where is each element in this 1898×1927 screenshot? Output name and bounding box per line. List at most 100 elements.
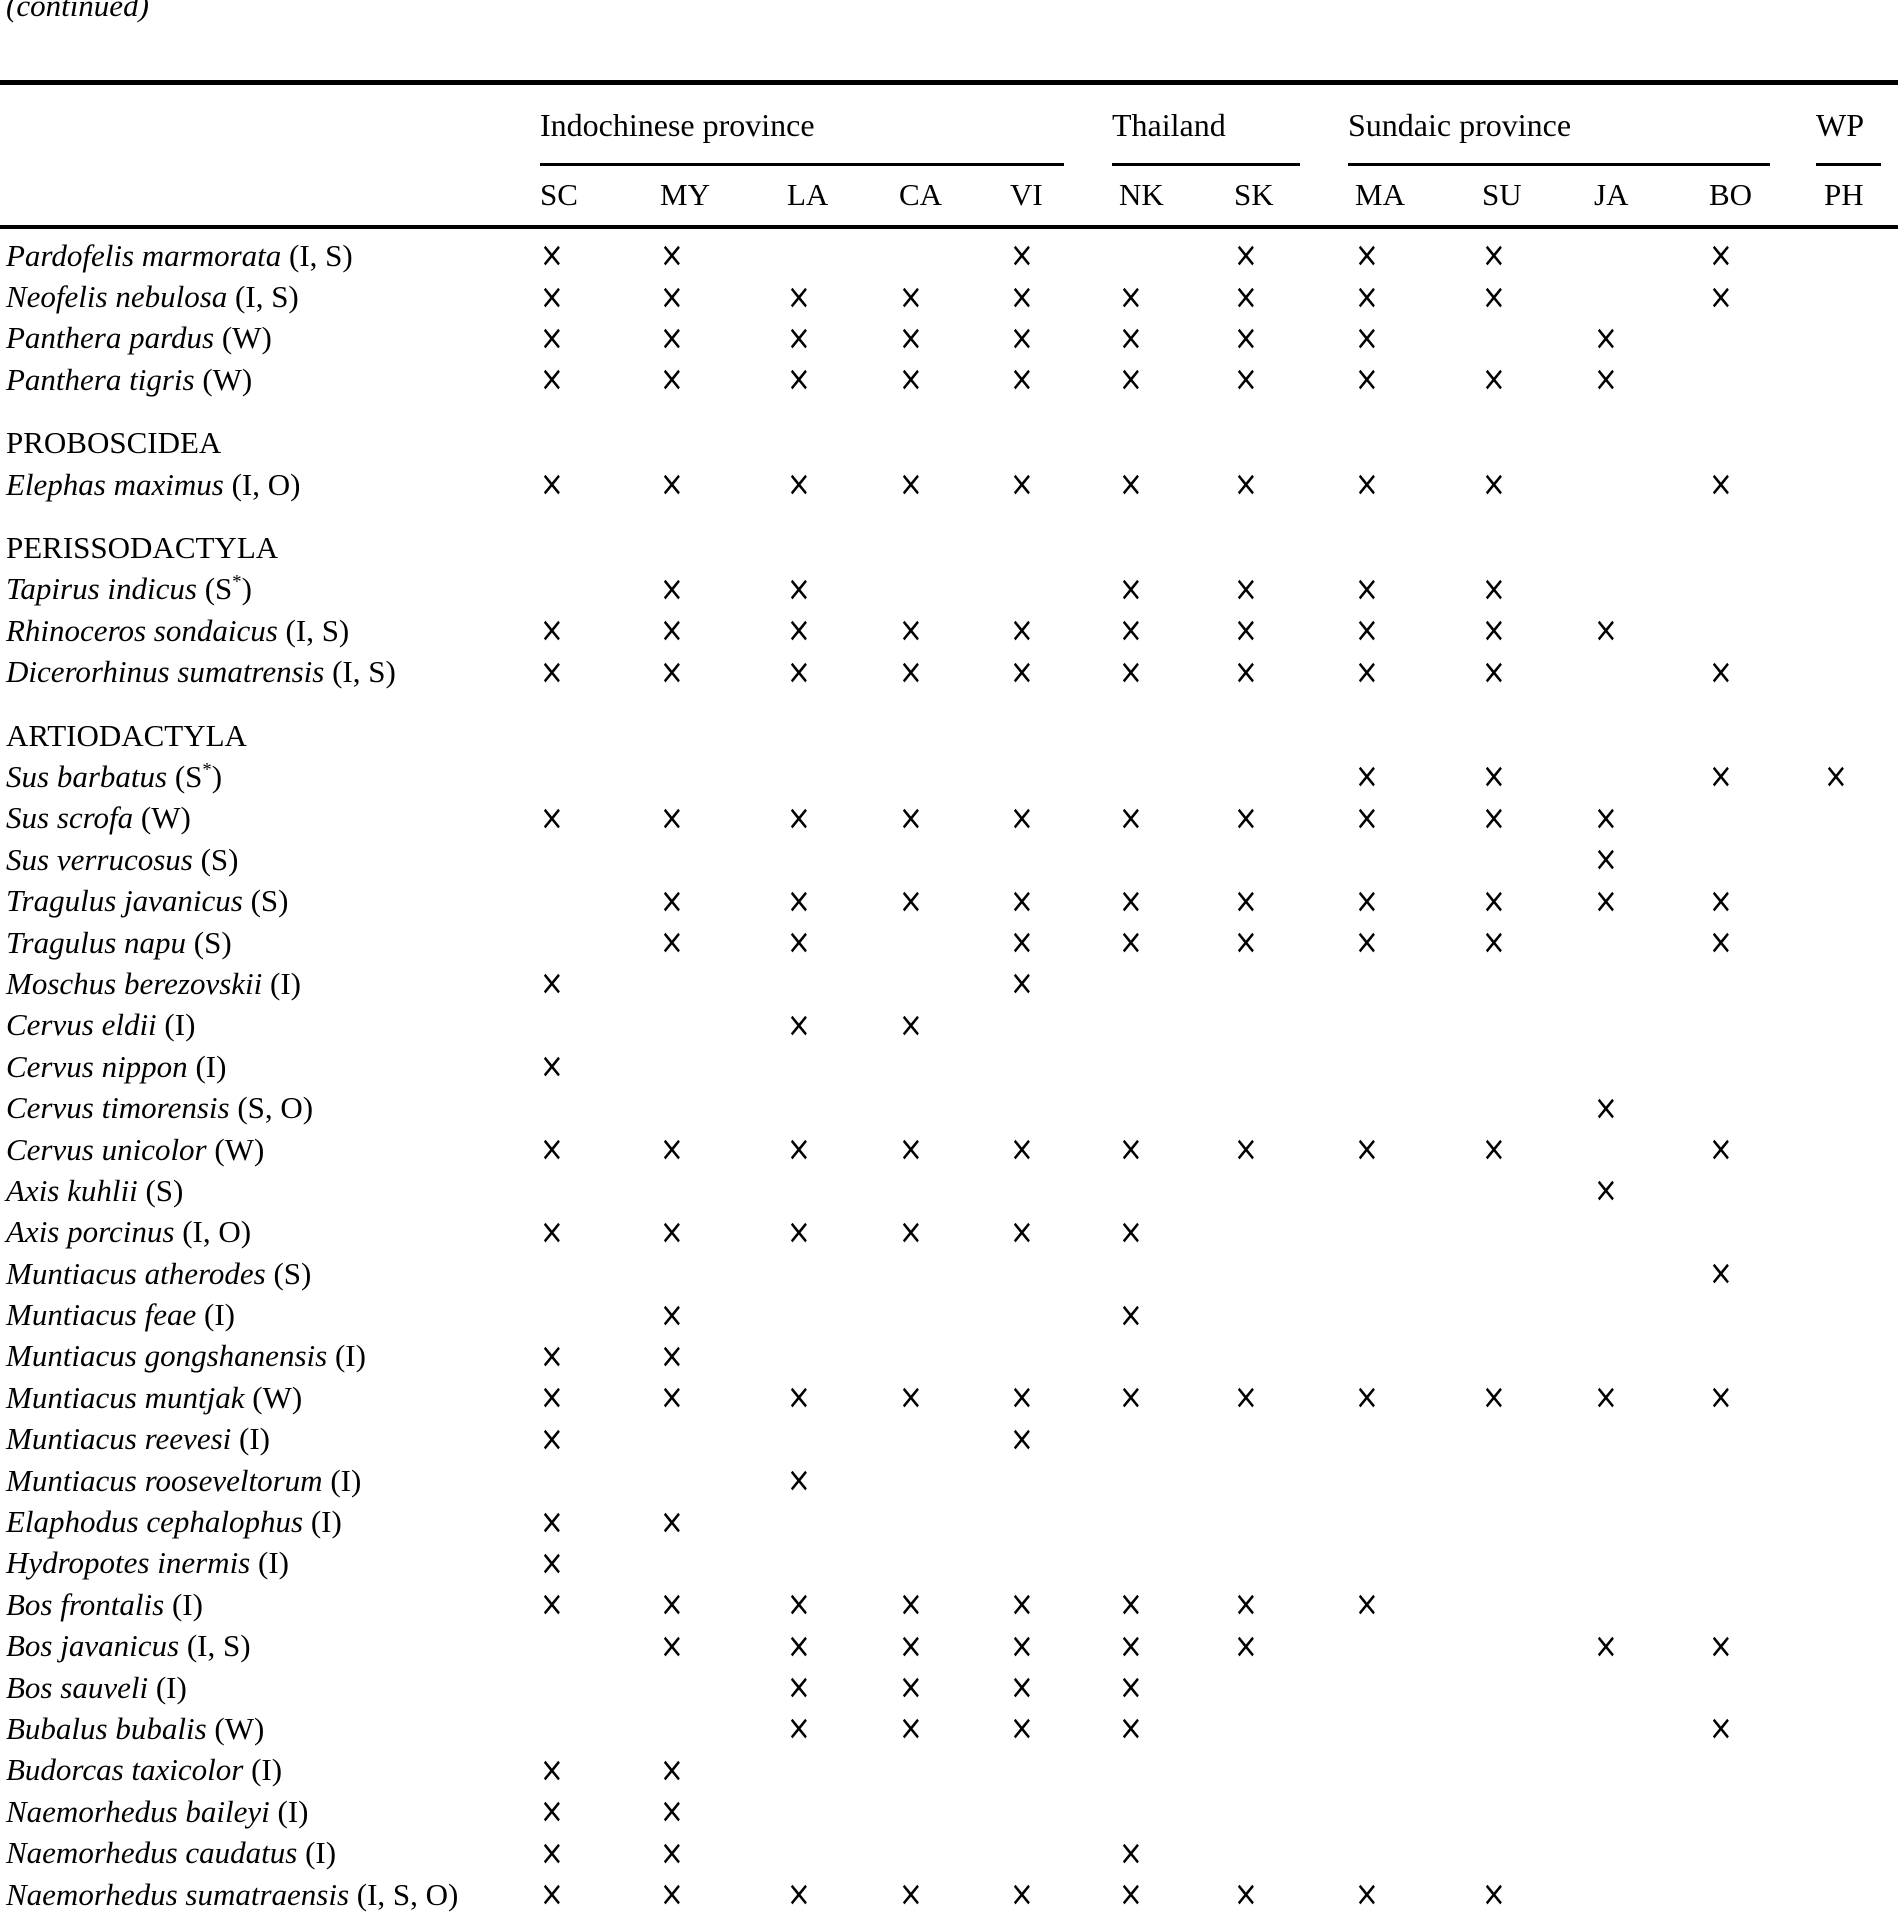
presence-mark: ×	[1119, 464, 1143, 505]
presence-cell-sk: ×	[1234, 1129, 1355, 1169]
presence-mark: ×	[1010, 235, 1034, 276]
presence-cell-sk: ×	[1234, 277, 1355, 317]
presence-mark: ×	[1709, 881, 1733, 922]
table-row: Axis porcinus (I, O) × × × × × ×	[0, 1212, 1898, 1253]
presence-mark: ×	[540, 652, 564, 693]
presence-cell-sc: ×	[540, 1336, 660, 1376]
presence-mark: ×	[660, 922, 684, 963]
presence-cell-sc: ×	[540, 318, 660, 358]
presence-mark: ×	[540, 1791, 564, 1832]
order-section-heading: ARTIODACTYLA	[6, 717, 247, 753]
presence-cell-vi: ×	[1010, 1212, 1119, 1252]
presence-cell-bo: ×	[1709, 236, 1824, 276]
table-row: Tragulus napu (S) × × × × × × × ×	[0, 922, 1898, 963]
presence-mark: ×	[660, 1832, 684, 1874]
presence-cell-my: ×	[660, 236, 787, 276]
species-distribution-tag: (S*)	[174, 758, 223, 794]
presence-cell-nk: ×	[1119, 277, 1234, 317]
presence-cell-my: ×	[660, 569, 787, 609]
species-name: Hydropotes inermis	[6, 1545, 258, 1581]
species-cell: Rhinoceros sondaicus (I, S)	[0, 613, 540, 649]
species-distribution-tag: (I)	[270, 965, 301, 1001]
presence-mark: ×	[660, 1791, 684, 1832]
presence-cell-ca: ×	[899, 277, 1010, 317]
presence-mark: ×	[1119, 1129, 1143, 1170]
presence-cell-nk: ×	[1119, 1833, 1234, 1873]
presence-cell-sk: ×	[1234, 1585, 1355, 1625]
presence-cell-vi: ×	[1010, 881, 1119, 921]
presence-cell-sc: ×	[540, 1874, 660, 1914]
presence-cell-la: ×	[787, 1626, 899, 1666]
presence-mark: ×	[1355, 756, 1379, 798]
species-distribution-tag: (I, S)	[285, 612, 350, 648]
species-distribution-tag: (S)	[200, 841, 239, 877]
presence-mark: ×	[660, 1212, 684, 1253]
presence-mark: ×	[540, 1874, 564, 1915]
species-cell: Axis kuhlii (S)	[0, 1173, 540, 1209]
presence-mark: ×	[660, 276, 684, 318]
presence-mark: ×	[1594, 1626, 1618, 1667]
column-group-sundaic: Sundaic province	[1348, 107, 1572, 143]
column-letter-header-row: SC MY LA CA VI NK SK MA SU JA BO PH	[0, 173, 1898, 217]
presence-cell-su: ×	[1482, 798, 1594, 838]
presence-cell-sc: ×	[540, 277, 660, 317]
presence-mark: ×	[1709, 756, 1733, 798]
presence-mark: ×	[899, 610, 923, 651]
column-header-nk: NK	[1119, 177, 1164, 212]
species-distribution-tag: (I)	[164, 1007, 196, 1043]
presence-cell-nk: ×	[1119, 318, 1234, 358]
species-cell: Sus verrucosus (S)	[0, 842, 540, 878]
species-distribution-tag: (S)	[273, 1255, 312, 1291]
species-cell: Cervus unicolor (W)	[0, 1132, 540, 1168]
presence-mark: ×	[787, 881, 811, 922]
presence-cell-sk: ×	[1234, 652, 1355, 692]
presence-mark: ×	[1594, 610, 1618, 651]
table-row: Naemorhedus sumatraensis (I, S, O) × × × × × ×…	[0, 1874, 1898, 1915]
species-distribution-tag: (W)	[252, 1379, 303, 1415]
species-cell: Budorcas taxicolor (I)	[0, 1752, 540, 1788]
presence-mark: ×	[1234, 235, 1258, 276]
presence-mark: ×	[1594, 881, 1618, 922]
presence-cell-ja: ×	[1594, 1088, 1709, 1128]
table-row: Muntiacus muntjak (W) × × × × × × × × × × ×	[0, 1377, 1898, 1418]
species-name: Elaphodus cephalophus	[6, 1504, 311, 1540]
presence-mark: ×	[787, 652, 811, 693]
presence-mark: ×	[1234, 359, 1258, 401]
table-row: Muntiacus rooseveltorum (I) ×	[0, 1460, 1898, 1501]
species-name: Pardofelis marmorata	[6, 237, 290, 273]
presence-cell-vi: ×	[1010, 1667, 1119, 1707]
presence-mark: ×	[1234, 464, 1258, 505]
species-distribution-tag: (I, S)	[186, 1628, 251, 1664]
presence-cell-la: ×	[787, 1005, 899, 1045]
species-name: Cervus nippon	[6, 1048, 196, 1084]
presence-cell-nk: ×	[1119, 569, 1234, 609]
presence-mark: ×	[1234, 1874, 1258, 1915]
species-name: Budorcas taxicolor	[6, 1752, 252, 1788]
presence-mark: ×	[1234, 610, 1258, 651]
species-cell: Tragulus javanicus (S)	[0, 883, 540, 919]
presence-mark: ×	[1234, 1377, 1258, 1418]
presence-cell-su: ×	[1482, 569, 1594, 609]
presence-mark: ×	[540, 235, 564, 276]
species-distribution-tag: (W)	[221, 320, 272, 356]
presence-cell-ca: ×	[899, 1378, 1010, 1418]
presence-mark: ×	[1355, 1129, 1379, 1170]
presence-cell-vi: ×	[1010, 1626, 1119, 1666]
species-distribution-tag: (S)	[193, 924, 232, 960]
column-header-sc: SC	[540, 177, 578, 212]
presence-cell-la: ×	[787, 464, 899, 504]
presence-mark: ×	[1234, 318, 1258, 359]
species-cell: Pardofelis marmorata (I, S)	[0, 238, 540, 274]
presence-mark: ×	[1594, 839, 1618, 880]
presence-mark: ×	[1482, 276, 1506, 318]
presence-cell-su: ×	[1482, 1874, 1594, 1914]
presence-cell-vi: ×	[1010, 360, 1119, 400]
presence-cell-sc: ×	[540, 964, 660, 1004]
presence-mark: ×	[1355, 276, 1379, 318]
species-cell: Elephas maximus (I, O)	[0, 467, 540, 503]
presence-mark: ×	[1119, 1667, 1143, 1708]
presence-mark: ×	[899, 798, 923, 839]
presence-mark: ×	[1355, 1584, 1379, 1625]
presence-cell-vi: ×	[1010, 1378, 1119, 1418]
table-continued-label: (continued)	[6, 0, 149, 23]
